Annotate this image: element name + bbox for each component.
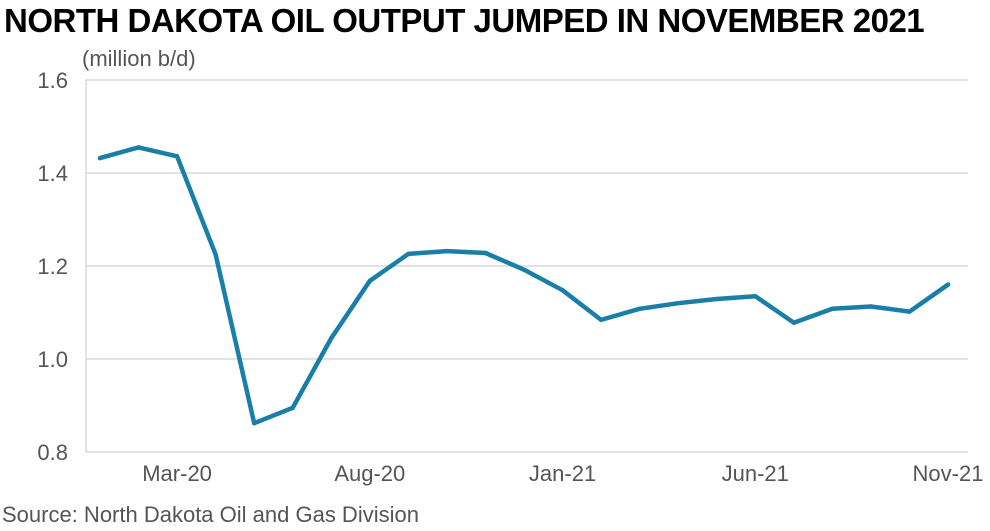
data-point [791, 320, 797, 325]
data-point [521, 267, 527, 272]
data-point [868, 304, 874, 309]
x-tick-label: Nov-21 [913, 461, 984, 486]
data-point [367, 278, 373, 284]
chart-title: NORTH DAKOTA OIL OUTPUT JUMPED IN NOVEMB… [4, 2, 925, 39]
data-point [329, 335, 334, 341]
data-point [560, 287, 565, 293]
data-point [251, 420, 257, 426]
y-tick-label: 1.6 [37, 68, 68, 93]
y-tick-label: 1.0 [37, 347, 68, 372]
y-tick-label: 0.8 [37, 440, 68, 465]
data-point [174, 154, 180, 159]
x-tick-label: Aug-20 [334, 461, 405, 486]
gridlines [85, 79, 968, 453]
source-note: Source: North Dakota Oil and Gas Divisio… [2, 502, 419, 527]
x-tick-label: Mar-20 [142, 461, 212, 486]
y-axis-unit-label: (million b/d) [82, 46, 196, 71]
data-point [830, 306, 835, 311]
data-point [907, 309, 912, 314]
data-point [213, 252, 218, 257]
data-point [714, 296, 719, 302]
data-point [637, 306, 642, 311]
data-point [406, 251, 411, 257]
data-point [136, 145, 141, 150]
data-point [945, 282, 951, 287]
data-point [444, 248, 450, 254]
y-tick-label: 1.4 [37, 161, 68, 186]
data-point [598, 317, 604, 323]
y-tick-label: 1.2 [37, 254, 68, 279]
series-group [97, 145, 951, 426]
data-point [753, 294, 758, 299]
data-point [675, 301, 681, 306]
y-axis-ticks: 1.6 1.4 1.2 1.0 0.8 [37, 68, 68, 465]
data-point [483, 250, 488, 256]
x-tick-label: Jun-21 [722, 461, 789, 486]
data-point [290, 405, 295, 411]
x-tick-label: Jan-21 [529, 461, 596, 486]
data-point [97, 155, 103, 161]
x-axis-ticks: Mar-20 Aug-20 Jan-21 Jun-21 Nov-21 [142, 461, 983, 486]
series-line-0 [97, 145, 951, 426]
